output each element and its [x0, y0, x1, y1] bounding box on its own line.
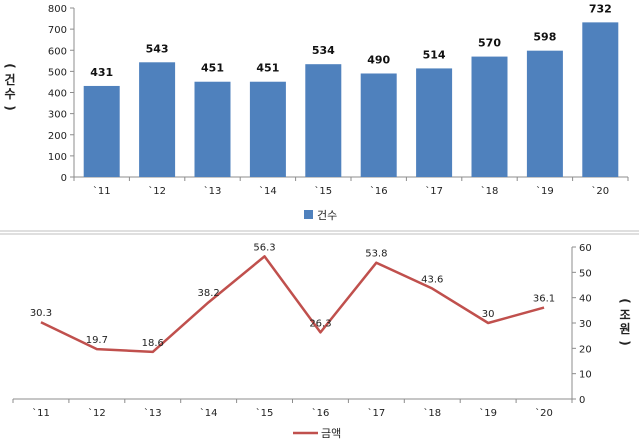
bar-x-tick-label: `13: [204, 185, 222, 197]
bar-y-axis-title-char: 수: [4, 87, 15, 101]
line-data-label: 19.7: [86, 335, 108, 346]
bar-x-tick-label: `19: [536, 185, 554, 197]
bar-x-tick-label: `17: [425, 185, 443, 197]
line-x-ticks: `11 `12 `13 `14 `15 `16 `17 `18 `19 `20: [12, 399, 573, 419]
bar-x-tick-label: `20: [591, 185, 609, 197]
bar-y-axis-title-char: ): [3, 105, 17, 110]
bar-data-label: 490: [367, 53, 390, 66]
line-y-axis-title-char: (: [618, 298, 632, 303]
line-data-label: 43.6: [421, 275, 443, 286]
line-series-amount: [40, 255, 545, 354]
bar-series: [83, 22, 619, 178]
line-y-axis-title: ( 조원): [618, 298, 632, 345]
line-x-tick-label: `16: [312, 407, 330, 419]
bar-y-ticks: 0 100 200 300 400 500 600 700 800: [48, 4, 74, 184]
bar-y-tick-label: 800: [48, 4, 67, 15]
line-y-tick-label: 20: [579, 344, 592, 355]
bar-x-ticks: `11 `12 `13 `14 `15 `16 `17 `18 `19 `20: [73, 177, 629, 197]
line-data-label: 30.3: [30, 308, 52, 319]
bar-y-tick-label: 500: [48, 67, 67, 78]
bar-data-label: 732: [589, 2, 612, 15]
bar: [139, 62, 176, 178]
line-y-axis-title-char: ): [618, 340, 632, 345]
line-y-tick-label: 60: [579, 243, 592, 254]
bar-data-label: 543: [146, 42, 169, 55]
bar: [360, 73, 397, 177]
bar-data-label: 570: [478, 37, 501, 50]
line-y-tick-label: 50: [579, 268, 592, 279]
bar-y-tick-label: 400: [48, 89, 67, 100]
line-x-tick-label: `17: [367, 407, 385, 419]
bar-y-axis-title-char: (: [3, 63, 17, 68]
bar-y-axis-title-char: 건: [4, 72, 15, 87]
bar: [83, 85, 120, 177]
bar-data-label: 451: [201, 62, 224, 75]
bar-y-axis-title: ( 건수): [3, 63, 17, 110]
line-data-label: 56.3: [253, 242, 275, 253]
bar-legend-swatch: [304, 210, 313, 219]
bar-y-tick-label: 700: [48, 25, 67, 36]
line-data-label: 36.1: [533, 294, 555, 305]
bar-y-tick-label: 100: [48, 152, 67, 163]
bar: [416, 68, 453, 177]
bar-x-tick-label: `18: [481, 185, 499, 197]
bar-data-label: 431: [90, 66, 113, 79]
line-y-axis-title-char: 원: [619, 322, 630, 336]
bar-legend: 건수: [304, 209, 337, 222]
bar-y-tick-label: 200: [48, 131, 67, 142]
line-y-axis-title-char: 조: [619, 308, 630, 322]
bar: [526, 50, 563, 177]
bar-data-label: 514: [423, 48, 446, 61]
bar-x-tick-label: `11: [93, 185, 111, 197]
bar: [471, 56, 508, 177]
line-x-tick-label: `19: [479, 407, 497, 419]
bar-y-tick-label: 600: [48, 46, 67, 57]
line-x-tick-label: `11: [32, 407, 50, 419]
line-legend: 금액: [293, 427, 341, 440]
bar: [305, 64, 342, 177]
bar-data-label: 451: [256, 62, 279, 75]
line-x-tick-label: `18: [423, 407, 441, 419]
line-data-label: 26.3: [309, 318, 331, 329]
line-y-tick-label: 40: [579, 294, 592, 305]
bar-x-tick-label: `16: [370, 185, 388, 197]
bar-x-tick-label: `14: [259, 185, 277, 197]
bar: [582, 22, 619, 177]
line-x-tick-label: `14: [200, 407, 218, 419]
line-data-label: 53.8: [365, 249, 387, 260]
line-x-tick-label: `12: [88, 407, 106, 419]
line-data-label: 38.2: [198, 288, 220, 299]
bar-y-tick-label: 0: [61, 173, 67, 184]
line-x-tick-label: `13: [144, 407, 162, 419]
bar-y-tick-label: 300: [48, 110, 67, 121]
bar: [194, 81, 231, 177]
line-x-tick-label: `20: [535, 407, 553, 419]
bar-data-labels: 431 543 451 451 534 490 514 570 598 732: [90, 2, 612, 79]
bar-legend-label: 건수: [317, 209, 337, 222]
line-legend-label: 금액: [321, 427, 341, 440]
bar-x-tick-label: `12: [148, 185, 166, 197]
line-y-tick-label: 10: [579, 370, 592, 381]
line-data-label: 30: [482, 309, 495, 320]
line-data-label: 18.6: [142, 338, 164, 349]
line-y-tick-label: 30: [579, 319, 592, 330]
bar: [249, 81, 286, 177]
bar-data-label: 534: [312, 44, 335, 57]
bar-x-tick-label: `15: [314, 185, 332, 197]
line-y-tick-label: 0: [579, 395, 585, 406]
line-y-ticks: 0 10 20 30 40 50 60: [572, 243, 592, 406]
line-data-labels: 30.3 19.7 18.6 38.2 56.3 26.3 53.8 43.6 30 36.1: [30, 242, 555, 349]
line-x-tick-label: `15: [256, 407, 274, 419]
bar-data-label: 598: [533, 31, 556, 44]
